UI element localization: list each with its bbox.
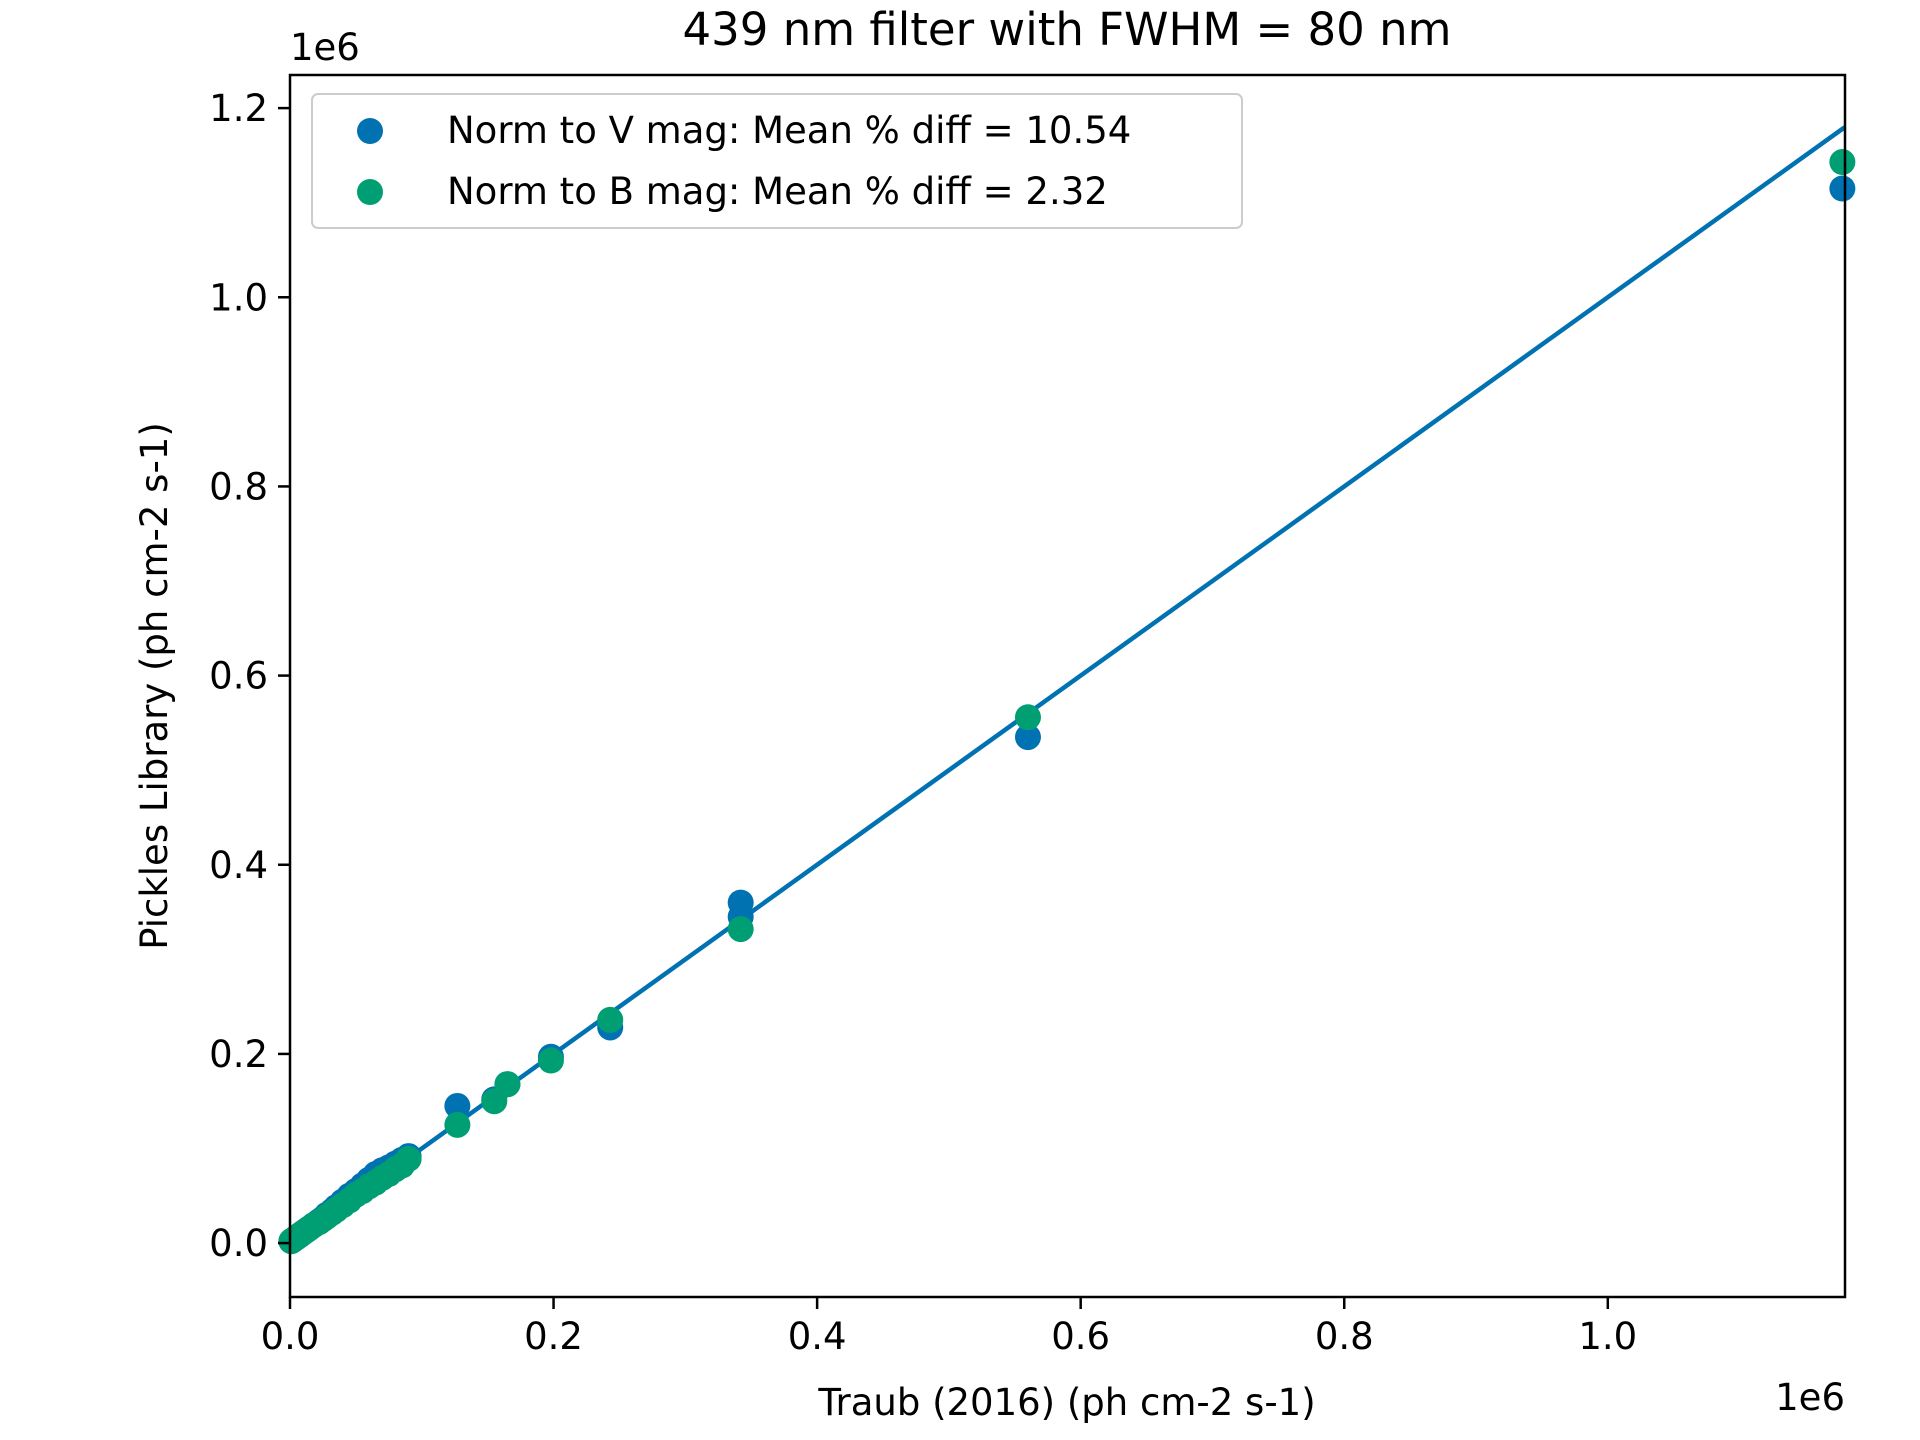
x-axis-ticks: 0.0 0.2 0.4 0.6 0.8 1.0 xyxy=(261,1297,1637,1358)
y-tick-label: 1.0 xyxy=(209,276,268,319)
data-point-v-mag xyxy=(1829,175,1856,202)
y-tick-label: 0.8 xyxy=(209,465,268,508)
data-point-b-mag xyxy=(597,1006,624,1033)
data-point-v-mag xyxy=(727,889,754,916)
chart-title: 439 nm filter with FWHM = 80 nm xyxy=(683,3,1452,56)
data-point-b-mag xyxy=(537,1047,564,1074)
data-point-b-mag xyxy=(727,916,754,943)
data-point-b-mag xyxy=(494,1071,521,1098)
legend-box xyxy=(311,93,1243,229)
y-tick-label: 0.4 xyxy=(209,844,268,887)
data-point-b-mag xyxy=(1829,149,1856,176)
legend-label-v-mag: Norm to V mag: Mean % diff = 10.54 xyxy=(447,109,1131,152)
x-tick-label: 0.0 xyxy=(261,1315,320,1358)
data-point-v-mag xyxy=(1014,724,1041,751)
x-tick-label: 0.8 xyxy=(1315,1315,1374,1358)
y-axis-offset-label: 1e6 xyxy=(290,26,360,69)
x-tick-label: 0.2 xyxy=(524,1315,583,1358)
y-tick-label: 0.0 xyxy=(209,1222,268,1265)
y-tick-label: 1.2 xyxy=(209,87,268,130)
legend-label-b-mag: Norm to B mag: Mean % diff = 2.32 xyxy=(447,170,1108,213)
legend: Norm to V mag: Mean % diff = 10.54 Norm … xyxy=(311,93,1243,229)
x-axis-offset-label: 1e6 xyxy=(1775,1376,1845,1419)
legend-marker-v-mag xyxy=(357,118,383,144)
plot-frame xyxy=(288,73,1847,1299)
x-tick-label: 0.4 xyxy=(788,1315,847,1358)
legend-marker-b-mag xyxy=(357,179,383,205)
data-point-v-mag xyxy=(444,1092,471,1119)
data-point-b-mag xyxy=(444,1111,471,1138)
x-tick-label: 0.6 xyxy=(1051,1315,1110,1358)
x-axis-label: Traub (2016) (ph cm-2 s-1) xyxy=(817,1381,1315,1424)
data-point-b-mag xyxy=(395,1145,422,1172)
y-axis-label: Pickles Library (ph cm-2 s-1) xyxy=(133,422,176,950)
y-tick-label: 0.6 xyxy=(209,655,268,698)
y-tick-label: 0.2 xyxy=(209,1033,268,1076)
data-point-b-mag xyxy=(1014,704,1041,731)
y-axis-ticks: 0.0 0.2 0.4 0.6 0.8 1.0 1.2 xyxy=(209,87,290,1265)
x-tick-label: 1.0 xyxy=(1578,1315,1637,1358)
data-points-layer xyxy=(278,149,1856,1255)
